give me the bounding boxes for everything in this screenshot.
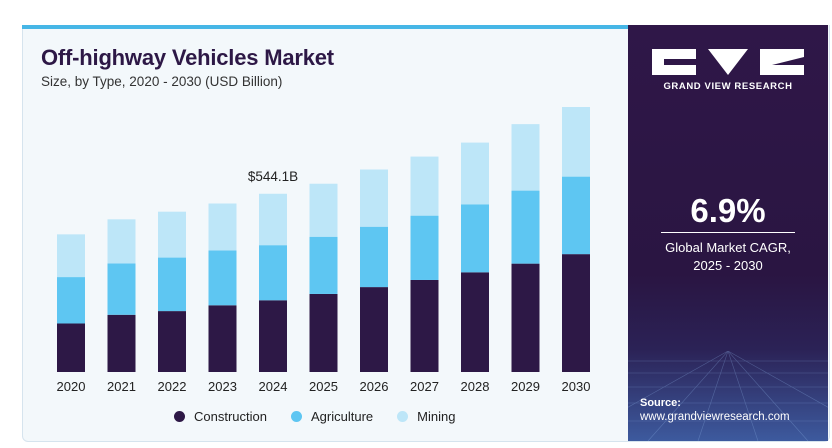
x-tick-label-2022: 2022 [158,379,187,394]
bar-mining-2022 [158,211,186,258]
bar-agriculture-2024 [259,245,287,301]
cagr-divider [661,232,795,233]
annotation-2024: $544.1B [248,169,298,184]
bar-mining-2029 [511,124,540,191]
cagr-value: 6.9% [690,192,766,229]
legend-label-mining: Mining [417,408,456,424]
bar-construction-2029 [511,263,540,372]
bar-mining-2025 [309,183,338,237]
chart-legend: Construction Agriculture Mining [174,406,479,426]
bar-agriculture-2022 [158,257,186,312]
brand-logo-icon [652,49,804,75]
cagr-label-line1: Global Market CAGR, [665,240,791,255]
bar-construction-2027 [410,279,439,372]
bar-agriculture-2021 [107,263,136,315]
bar-mining-2024 [259,193,287,246]
bar-construction-2023 [208,305,237,372]
x-tick-label-2029: 2029 [511,379,540,394]
legend-item-agriculture: Agriculture [290,408,374,424]
legend-swatch-agriculture [290,410,302,422]
bar-mining-2027 [410,156,439,216]
bar-agriculture-2030 [562,176,590,255]
bar-construction-2022 [158,311,186,372]
bar-construction-2020 [57,323,85,372]
bar-construction-2025 [309,293,338,372]
bar-agriculture-2025 [309,236,338,294]
bar-construction-2026 [360,287,388,372]
legend-swatch-construction [174,410,185,422]
chart-title: Off-highway Vehicles Market [41,45,334,70]
x-tick-label-2023: 2023 [208,379,237,394]
source-label: Source: [640,397,681,409]
source-url[interactable]: www.grandviewresearch.com [640,411,790,423]
legend-item-construction: Construction [174,409,267,424]
decorative-grid [628,351,828,441]
bar-agriculture-2023 [208,250,237,306]
bar-agriculture-2026 [360,226,388,288]
bar-agriculture-2029 [511,190,540,264]
bar-mining-2026 [360,169,388,227]
brand-name: GRAND VIEW RESEARCH [663,81,793,92]
bar-mining-2021 [107,219,136,264]
bar-construction-2030 [562,254,590,372]
chart-subtitle: Size, by Type, 2020 - 2030 (USD Billion) [41,74,283,89]
stacked-bar-chart: 2020 2021 2022 2023 2024 $544.1B 2025 2026 2027 2… [57,107,591,394]
cagr-label: Global Market CAGR, 2025 - 2030 [628,239,828,275]
legend-swatch-mining [397,410,409,422]
legend-label-construction: Construction [194,408,267,424]
bar-construction-2021 [107,314,136,372]
x-tick-label-2026: 2026 [360,379,389,394]
bar-mining-2028 [461,142,489,205]
bar-construction-2024 [259,300,287,372]
info-panel: GRAND VIEW RESEARCH 6.9% Global Market C… [628,25,828,441]
bar-agriculture-2028 [461,204,489,273]
bar-agriculture-2027 [410,215,439,280]
bar-construction-2028 [461,272,489,372]
bar-mining-2023 [208,203,237,251]
x-tick-label-2020: 2020 [57,379,86,394]
bar-agriculture-2020 [57,277,85,324]
cagr-label-line2: 2025 - 2030 [693,258,763,273]
x-tick-label-2027: 2027 [410,379,439,394]
x-tick-label-2030: 2030 [562,379,591,394]
x-tick-label-2024: 2024 [259,379,288,394]
x-tick-label-2021: 2021 [107,379,136,394]
x-tick-label-2028: 2028 [461,379,490,394]
legend-label-agriculture: Agriculture [310,408,374,424]
bar-mining-2020 [57,234,85,278]
legend-item-mining: Mining [397,409,455,424]
accent-bar [22,25,630,29]
bar-mining-2030 [562,107,590,177]
x-tick-label-2025: 2025 [309,379,338,394]
